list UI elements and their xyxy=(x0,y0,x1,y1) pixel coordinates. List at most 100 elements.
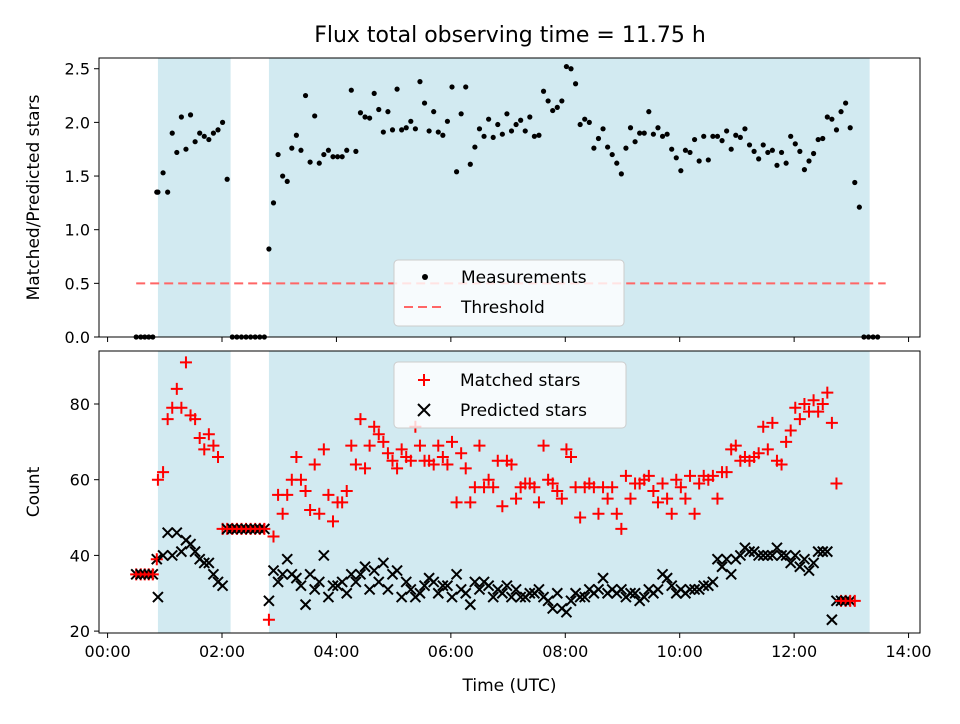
matched-marker xyxy=(624,492,637,505)
matched-marker xyxy=(202,428,215,441)
matched-marker xyxy=(212,450,225,463)
matched-marker xyxy=(473,439,486,452)
predicted-marker xyxy=(427,576,440,588)
measurement-point xyxy=(201,133,207,139)
measurement-point xyxy=(664,131,670,137)
measurement-point xyxy=(609,151,615,158)
y-tick-label: 2.5 xyxy=(65,60,90,79)
measurement-point xyxy=(178,114,184,120)
matched-marker xyxy=(161,413,174,426)
predicted-marker xyxy=(198,557,210,569)
measurement-point xyxy=(321,151,327,158)
measurement-point xyxy=(678,168,684,174)
matched-marker xyxy=(592,507,605,520)
matched-marker xyxy=(340,485,353,498)
matched-marker xyxy=(308,458,321,471)
measurement-point xyxy=(495,121,501,128)
matched-marker xyxy=(684,469,697,482)
measurement-point xyxy=(449,84,455,90)
predicted-marker xyxy=(391,564,403,577)
legend-bottom: Matched stars Predicted stars xyxy=(393,361,627,429)
measurement-point xyxy=(550,107,556,114)
predicted-marker xyxy=(638,591,650,603)
matched-marker xyxy=(651,496,664,509)
predicted-marker xyxy=(405,583,417,596)
predicted-marker xyxy=(487,591,499,603)
predicted-marker xyxy=(812,545,824,558)
predicted-marker xyxy=(798,553,811,565)
predicted-marker xyxy=(189,545,201,558)
measurement-point xyxy=(536,132,542,138)
matched-marker xyxy=(359,462,372,475)
measurement-point xyxy=(650,131,656,137)
matched-marker xyxy=(752,447,765,460)
predicted-marker xyxy=(152,591,164,603)
matched-marker xyxy=(601,492,614,505)
predicted-marker xyxy=(771,542,783,554)
measurement-point xyxy=(280,173,286,179)
matched-marker xyxy=(267,530,280,543)
legend-top: Measurements Threshold xyxy=(393,259,625,327)
predicted-marker xyxy=(313,576,325,588)
measurement-point xyxy=(298,147,304,153)
y-tick-label: 2.0 xyxy=(65,113,90,132)
matched-marker xyxy=(789,401,802,414)
measurement-point xyxy=(348,87,354,93)
matched-marker xyxy=(720,466,733,479)
measurement-point xyxy=(810,150,817,157)
matched-marker xyxy=(510,492,523,505)
legend-box xyxy=(393,259,625,327)
measurement-point xyxy=(215,127,221,133)
predicted-marker xyxy=(304,568,316,581)
measurement-point xyxy=(778,149,785,156)
matched-marker xyxy=(150,553,163,566)
measurement-point xyxy=(312,113,318,119)
y-tick-label: 60 xyxy=(70,471,90,490)
predicted-marker xyxy=(203,557,215,569)
matched-marker xyxy=(395,443,408,456)
measurement-point xyxy=(513,121,519,128)
axes-frame xyxy=(98,57,921,338)
matched-marker xyxy=(446,435,459,448)
predicted-marker xyxy=(276,568,289,581)
observing-band-0 xyxy=(157,351,231,633)
measurement-point xyxy=(453,169,460,175)
predicted-marker xyxy=(807,557,820,569)
matched-marker xyxy=(706,469,719,482)
y-tick-label: 80 xyxy=(70,395,90,414)
matched-marker xyxy=(404,454,417,467)
predicted-marker xyxy=(711,553,724,565)
measurement-point xyxy=(728,146,734,152)
matched-marker xyxy=(711,492,724,505)
measurement-point xyxy=(371,90,377,97)
matched-marker xyxy=(729,439,742,452)
legend-threshold-label: Threshold xyxy=(460,298,545,318)
measurement-point xyxy=(765,149,771,156)
legend-predicted-label: Predicted stars xyxy=(460,401,587,421)
measurement-point xyxy=(605,144,611,150)
measurement-point xyxy=(641,130,647,136)
predicted-marker xyxy=(784,557,797,569)
matched-marker xyxy=(537,439,550,452)
matched-marker xyxy=(276,507,289,520)
measurement-point xyxy=(687,149,693,156)
measurement-point xyxy=(682,147,689,153)
matched-marker xyxy=(189,413,202,426)
matched-marker xyxy=(386,454,399,467)
predicted-marker xyxy=(263,595,275,607)
measurement-point xyxy=(591,145,597,151)
predicted-marker xyxy=(821,545,834,558)
measurement-point xyxy=(472,144,478,150)
measurement-point xyxy=(210,130,217,136)
predicted-marker xyxy=(345,568,358,581)
matched-marker xyxy=(560,443,573,456)
measurement-point xyxy=(522,128,528,134)
predicted-marker xyxy=(698,579,710,592)
predicted-marker xyxy=(464,598,477,611)
measurement-point xyxy=(302,92,309,99)
measurement-point xyxy=(490,134,496,141)
measurement-point xyxy=(435,129,441,135)
predicted-marker xyxy=(826,614,838,626)
matched-marker xyxy=(812,405,825,418)
